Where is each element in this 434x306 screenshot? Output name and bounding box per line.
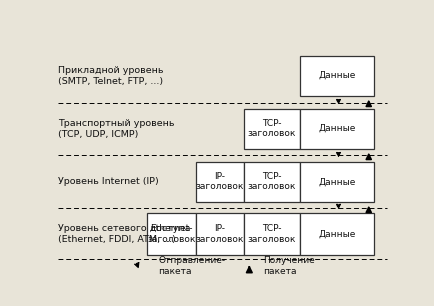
Text: Транспортный уровень
(TCP, UDP, ICMP): Транспортный уровень (TCP, UDP, ICMP): [58, 118, 174, 139]
Text: TCP-
заголовок: TCP- заголовок: [248, 119, 296, 138]
Bar: [300, 109, 374, 149]
Bar: [300, 214, 374, 255]
Bar: [300, 56, 374, 95]
Text: Получение
пакета: Получение пакета: [263, 256, 315, 276]
Text: Данные: Данные: [318, 230, 355, 239]
Text: TCP-
заголовок: TCP- заголовок: [248, 224, 296, 244]
Text: TCP-
заголовок: TCP- заголовок: [248, 172, 296, 191]
Text: Уровень сетевого доступа
(Ethernet, FDDI, ATM, ...): Уровень сетевого доступа (Ethernet, FDDI…: [58, 224, 190, 244]
Text: Данные: Данные: [318, 71, 355, 80]
Bar: [195, 162, 244, 202]
Bar: [244, 109, 300, 149]
Text: Данные: Данные: [318, 124, 355, 133]
Bar: [244, 162, 300, 202]
Bar: [244, 214, 300, 255]
Text: IP-
заголовок: IP- заголовок: [196, 224, 244, 244]
Text: Данные: Данные: [318, 177, 355, 186]
Text: Прикладной уровень
(SMTP, Telnet, FTP, ...): Прикладной уровень (SMTP, Telnet, FTP, .…: [58, 65, 163, 86]
Text: Отправление-
пакета: Отправление- пакета: [158, 256, 226, 276]
Text: Ethernet-
заголовок: Ethernet- заголовок: [147, 224, 195, 244]
Bar: [147, 214, 196, 255]
Text: Уровень Internet (IP): Уровень Internet (IP): [58, 177, 158, 186]
Bar: [195, 214, 244, 255]
Text: IP-
заголовок: IP- заголовок: [196, 172, 244, 191]
Bar: [300, 162, 374, 202]
